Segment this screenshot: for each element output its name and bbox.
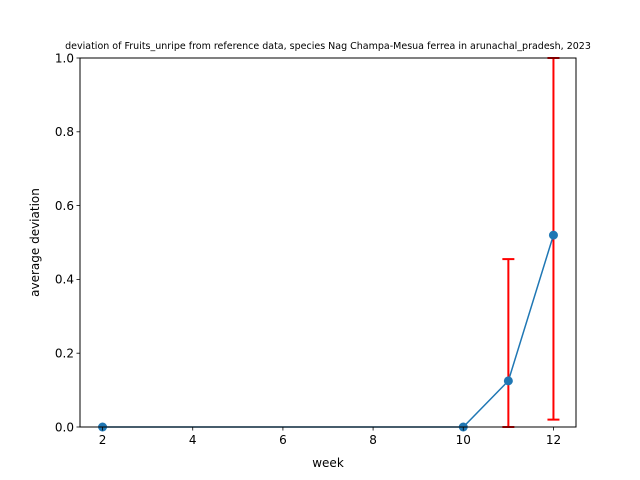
chart-title: deviation of Fruits_unripe from referenc…	[65, 41, 591, 52]
x-tick-label: 12	[546, 433, 561, 447]
axes-frame	[79, 57, 577, 428]
x-tick-label: 10	[456, 433, 471, 447]
y-tick-label: 0.6	[55, 199, 74, 213]
x-axis-label: week	[312, 456, 344, 470]
x-tick-label: 2	[99, 433, 107, 447]
x-tick-label: 4	[189, 433, 197, 447]
x-tick-label: 6	[279, 433, 287, 447]
y-axis-label: average deviation	[28, 188, 42, 297]
x-tick-label: 8	[369, 433, 377, 447]
y-tick-label: 1.0	[55, 51, 74, 65]
y-tick-label: 0.4	[55, 273, 74, 287]
data-point	[548, 230, 558, 240]
y-tick-label: 0.2	[55, 347, 74, 361]
y-tick-label: 0.8	[55, 125, 74, 139]
axis-ticks: 2 4 6 8 10 12 0.0 0.2 0.4 0.6 0.8 1.0	[55, 51, 561, 447]
plot-area	[98, 57, 560, 432]
y-tick-label: 0.0	[55, 420, 74, 434]
data-point	[503, 376, 513, 386]
